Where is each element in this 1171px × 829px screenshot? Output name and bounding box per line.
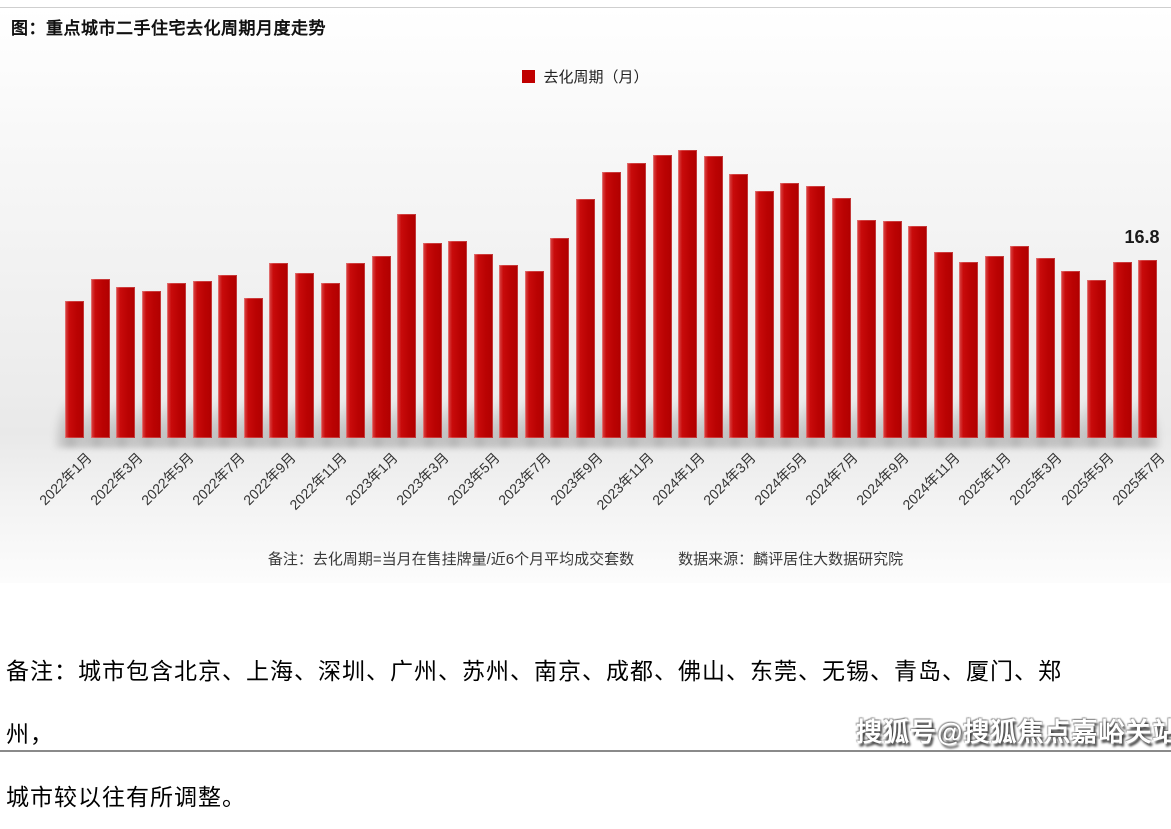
page-root: 图：重点城市二手住宅去化周期月度走势 去化周期（月） 2022年1月 2022年3… — [0, 7, 1171, 810]
top-divider — [0, 7, 1171, 8]
bar-2024年5月 — [780, 183, 799, 438]
footnote-definition: 备注：去化周期=当月在售挂牌量/近6个月平均成交套数 — [267, 551, 635, 568]
bar-2023年9月 — [576, 199, 595, 438]
bar-2024年11月 — [934, 252, 953, 438]
bar-2025年7月 — [1138, 260, 1157, 438]
bar-2024年3月 — [729, 174, 748, 438]
bar-2024年1月 — [678, 150, 697, 438]
bar-2022年12月 — [346, 263, 365, 438]
bar-2022年4月 — [142, 291, 161, 438]
bar-2022年3月 — [116, 287, 135, 438]
footnote-source: 数据来源：麟评居住大数据研究院 — [678, 551, 904, 568]
bar-2022年7月 — [218, 275, 237, 438]
bar-2024年10月 — [908, 226, 927, 438]
bar-2022年5月 — [167, 283, 186, 438]
bar-2023年1月 — [372, 256, 391, 438]
bar-2022年11月 — [321, 283, 340, 438]
bar-2022年9月 — [269, 263, 288, 438]
bar-2022年6月 — [193, 281, 212, 438]
chart-title: 图：重点城市二手住宅去化周期月度走势 — [11, 19, 326, 38]
bar-2023年7月 — [525, 271, 544, 438]
bar-2022年2月 — [91, 279, 110, 438]
bar-2024年8月 — [857, 220, 876, 438]
bar-2024年7月 — [832, 198, 851, 438]
chart-legend: 去化周期（月） — [0, 66, 1171, 87]
article-note-line1: 备注：城市包含北京、上海、深圳、广州、苏州、南京、成都、佛山、东莞、无锡、青岛、… — [6, 659, 1062, 747]
bottom-divider — [0, 750, 1171, 752]
bar-2024年4月 — [755, 191, 774, 438]
chart-footnote: 备注：去化周期=当月在售挂牌量/近6个月平均成交套数 数据来源：麟评居住大数据研… — [0, 548, 1171, 569]
bar-2025年2月 — [1010, 246, 1029, 438]
bar-2023年6月 — [499, 265, 518, 438]
legend-swatch-icon — [522, 70, 536, 83]
bar-2025年4月 — [1061, 271, 1080, 438]
legend-label: 去化周期（月） — [543, 69, 649, 86]
bar-2025年5月 — [1087, 280, 1106, 438]
plot-area: 2022年1月 2022年3月 2022年5月 2022年7月 2022年9月 2022年… — [0, 8, 1171, 583]
bar-2022年10月 — [295, 273, 314, 438]
bar-2025年6月 — [1113, 262, 1132, 438]
bar-2023年8月 — [550, 238, 569, 438]
bar-2024年2月 — [704, 156, 723, 438]
bar-2024年6月 — [806, 186, 825, 438]
bar-2023年10月 — [602, 172, 621, 438]
last-value-label: 16.8 — [1124, 227, 1160, 247]
bar-2025年3月 — [1036, 258, 1055, 438]
bar-2023年4月 — [448, 241, 467, 438]
bar-2023年3月 — [423, 243, 442, 438]
bar-2024年9月 — [883, 221, 902, 438]
bar-2023年12月 — [653, 155, 672, 438]
bar-2024年12月 — [959, 262, 978, 438]
bar-2022年8月 — [244, 298, 263, 438]
bar-2023年11月 — [627, 163, 646, 438]
bar-2023年2月 — [397, 214, 416, 438]
watermark: 搜狐号@搜狐焦点嘉峪关站 — [856, 717, 1171, 747]
article-note-line2: 城市较以往有所调整。 — [6, 785, 246, 810]
bar-chart: 图：重点城市二手住宅去化周期月度走势 去化周期（月） 2022年1月 2022年3… — [0, 8, 1171, 583]
bar-2025年1月 — [985, 256, 1004, 438]
bar-2023年5月 — [474, 254, 493, 438]
bar-2022年1月 — [65, 301, 84, 438]
